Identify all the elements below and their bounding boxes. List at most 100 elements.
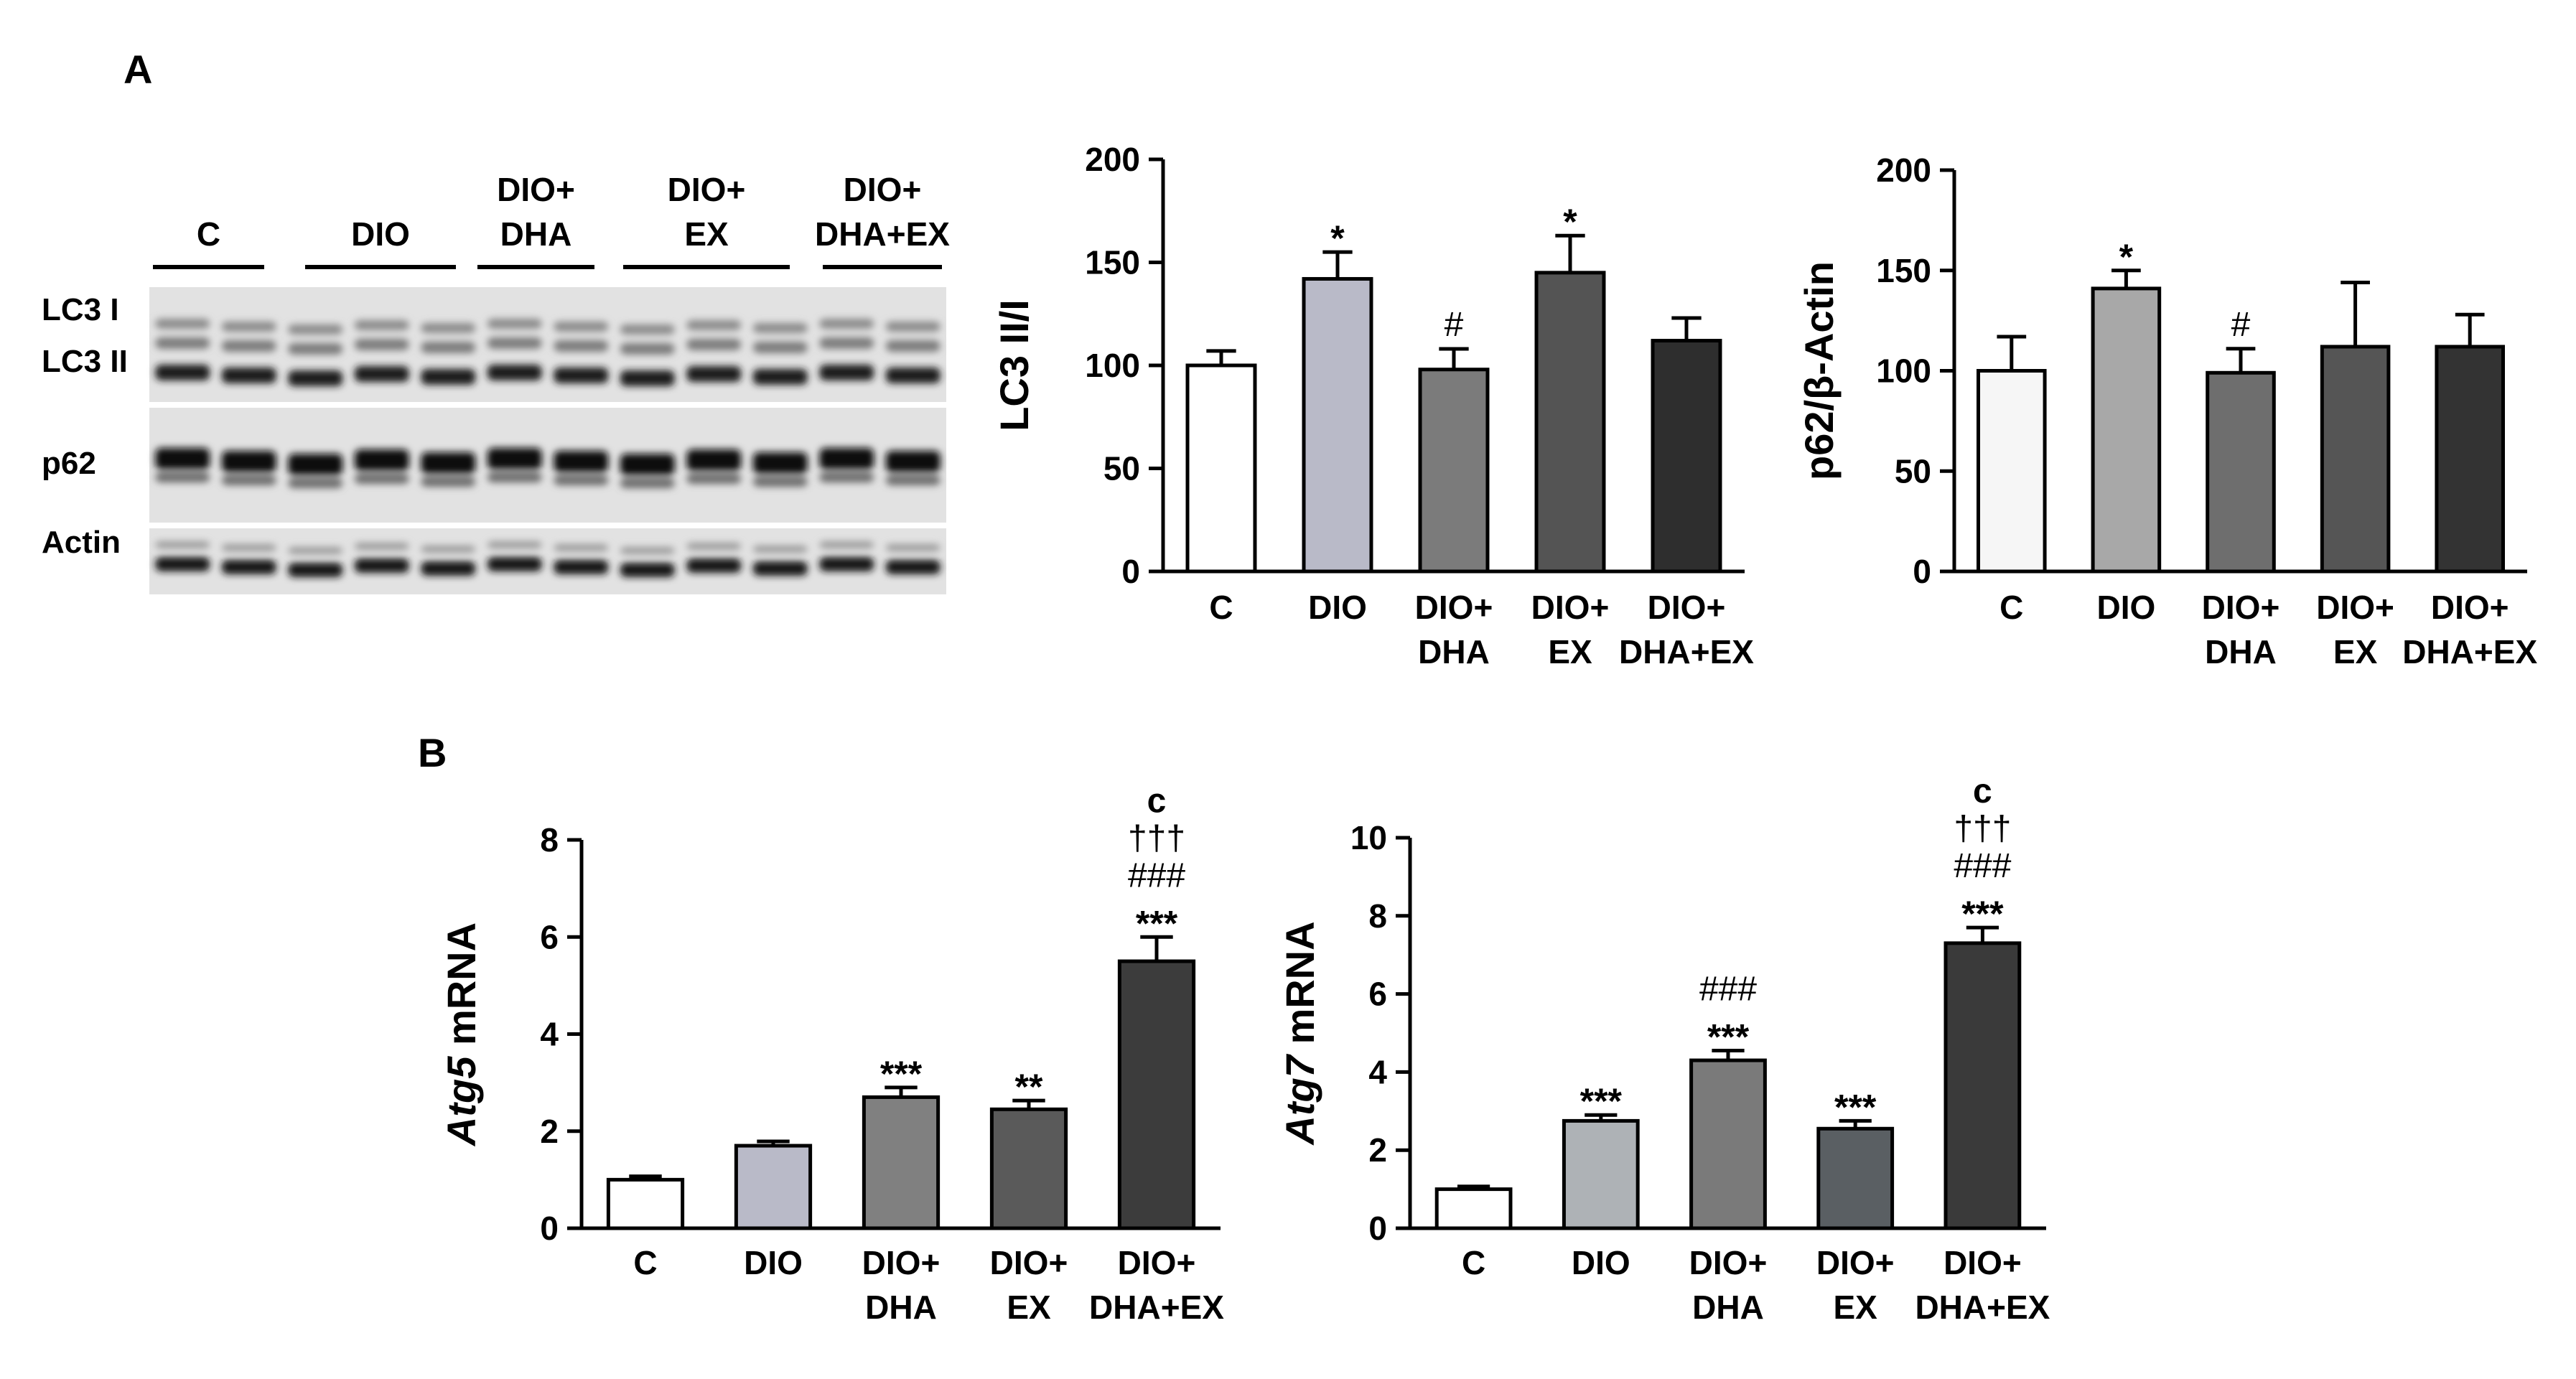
band-lc3-ii xyxy=(752,369,808,385)
band-actin xyxy=(885,560,941,574)
x-tick-label: C xyxy=(1462,1244,1485,1281)
x-tick-label: DIO xyxy=(2097,589,2156,626)
band-lc3-ii xyxy=(885,368,941,383)
band-actin xyxy=(487,557,542,571)
x-tick-label: DHA+EX xyxy=(2402,633,2537,670)
blot-row-label: p62 xyxy=(42,446,96,481)
x-tick-label: EX xyxy=(1007,1289,1051,1326)
band-lc3-ii xyxy=(155,365,210,380)
band-lc3-ii xyxy=(288,370,343,386)
band-lc3-i xyxy=(620,324,675,335)
panel-label-b: B xyxy=(418,730,447,775)
bar xyxy=(1534,271,1606,574)
band-lc3-i xyxy=(885,322,941,332)
bar xyxy=(2206,370,2276,574)
band-actin-upper xyxy=(155,541,210,548)
y-tick-label: 4 xyxy=(1368,1053,1387,1090)
significance-label: c xyxy=(1973,772,1992,810)
x-tick-label: DHA+EX xyxy=(1089,1289,1224,1326)
band-p62-lower xyxy=(819,472,874,482)
bar xyxy=(2320,345,2391,574)
band-lc3-i-lower xyxy=(554,340,609,352)
blot-group-label: C xyxy=(197,215,220,253)
blot-group-label: DIO xyxy=(351,215,410,253)
significance-label: ††† xyxy=(1128,819,1185,857)
y-axis-label: p62/β-Actin xyxy=(1796,261,1842,480)
blot-row-label: Actin xyxy=(42,525,121,560)
band-p62 xyxy=(221,451,276,472)
band-p62 xyxy=(288,454,343,475)
band-p62 xyxy=(885,451,941,472)
x-tick-label: EX xyxy=(1548,633,1592,670)
significance-label: *** xyxy=(1580,1081,1623,1121)
blot-group-label: DIO+ xyxy=(497,171,575,208)
x-tick-label: DHA+EX xyxy=(1619,633,1754,670)
y-tick-label: 6 xyxy=(540,918,559,955)
bar xyxy=(1977,369,2047,574)
x-tick-label: DIO+ xyxy=(1816,1244,1895,1281)
significance-label: * xyxy=(2119,237,2134,277)
band-lc3-i xyxy=(686,320,742,330)
x-tick-label: DHA xyxy=(2205,633,2277,670)
x-tick-label: EX xyxy=(2333,633,2378,670)
band-actin-upper xyxy=(288,547,343,554)
band-actin-upper xyxy=(487,541,542,548)
x-tick-label: C xyxy=(1999,589,2023,626)
band-actin-upper xyxy=(752,546,808,553)
band-lc3-ii xyxy=(421,369,476,385)
bar xyxy=(1117,959,1196,1230)
y-tick-label: 0 xyxy=(540,1210,559,1247)
band-actin-upper xyxy=(554,544,609,551)
bar xyxy=(2091,286,2162,574)
chart-p62: 0 50 100 150 200 p62/β-Actin C * DIO # DIO+ DHA DIO+… xyxy=(1796,151,2537,670)
western-blot: C DIO DIO+ DHA DIO+ EX DIO+ DHA+EX LC3 I LC3 II p6… xyxy=(42,171,950,594)
band-p62-lower xyxy=(354,474,409,484)
band-p62-lower xyxy=(421,477,476,487)
y-tick-label: 0 xyxy=(1121,553,1140,590)
y-tick-label: 2 xyxy=(1368,1131,1387,1169)
y-tick-label: 8 xyxy=(1368,897,1387,935)
y-tick-label: 100 xyxy=(1085,347,1140,384)
band-p62 xyxy=(554,451,609,472)
significance-label: # xyxy=(1445,306,1464,344)
blot-strip-actin xyxy=(149,528,946,594)
band-p62-lower xyxy=(885,475,941,485)
y-axis-label-unit: mRNA xyxy=(439,922,484,1057)
band-lc3-ii xyxy=(819,365,874,380)
x-tick-label: DIO+ xyxy=(1415,589,1493,626)
x-tick-label: DHA xyxy=(1692,1289,1764,1326)
band-p62-lower xyxy=(221,475,276,485)
band-lc3-i-lower xyxy=(288,343,343,355)
band-p62-lower xyxy=(487,472,542,482)
band-lc3-ii xyxy=(554,368,609,383)
band-actin xyxy=(819,557,874,571)
y-axis-label: Atg7 mRNA xyxy=(1277,921,1322,1146)
band-lc3-ii xyxy=(620,370,675,386)
significance-label: *** xyxy=(1961,894,2004,934)
x-tick-label: DIO+ xyxy=(1943,1244,2022,1281)
y-axis-label: Atg5 mRNA xyxy=(439,922,484,1147)
chart-atg5: 0 2 4 6 8 Atg5 mRNA C DIO *** DIO+ DHA ** DIO+ EX *** #… xyxy=(439,782,1224,1326)
band-actin-upper xyxy=(421,546,476,553)
significance-label: *** xyxy=(1834,1087,1877,1127)
band-actin xyxy=(421,561,476,576)
band-p62 xyxy=(354,449,409,471)
band-lc3-i xyxy=(752,323,808,333)
band-lc3-i xyxy=(354,320,409,330)
band-lc3-i xyxy=(819,319,874,329)
significance-label: *** xyxy=(880,1054,923,1094)
bar xyxy=(606,1177,685,1230)
band-lc3-i xyxy=(487,319,542,329)
x-tick-label: DIO xyxy=(1308,589,1367,626)
y-tick-label: 8 xyxy=(540,821,559,859)
band-lc3-i-lower xyxy=(752,342,808,353)
band-lc3-i-lower xyxy=(686,339,742,350)
band-p62-lower xyxy=(288,478,343,488)
band-actin xyxy=(686,558,742,573)
band-actin-upper xyxy=(354,543,409,550)
band-lc3-i-lower xyxy=(354,339,409,350)
band-actin xyxy=(288,563,343,577)
blot-group-label: EX xyxy=(684,215,729,253)
band-lc3-i-lower xyxy=(155,337,210,349)
